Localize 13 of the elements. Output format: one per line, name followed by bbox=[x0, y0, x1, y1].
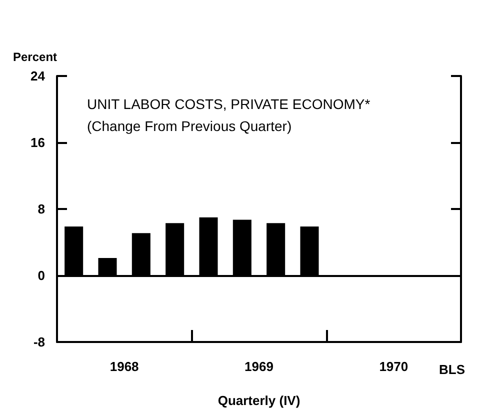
y-tick-label: 24 bbox=[30, 68, 46, 84]
y-tick-label: -8 bbox=[33, 334, 45, 350]
y-tick-label: 8 bbox=[38, 202, 45, 216]
text: (Change From Previous Quarter) bbox=[87, 118, 292, 134]
x-tick-label: 1969 bbox=[244, 359, 274, 374]
y-axis-title: Percent bbox=[13, 50, 58, 64]
text: UNIT LABOR COSTS, PRIVATE ECONOMY* bbox=[87, 96, 371, 112]
y-tick-label: 0 bbox=[38, 268, 45, 283]
x-tick-label: 1968 bbox=[110, 359, 139, 374]
x-tick-label: 1970 bbox=[379, 359, 408, 374]
text: BLS bbox=[439, 362, 466, 377]
y-tick-label: 16 bbox=[30, 135, 45, 150]
x-axis-title: Quarterly (IV) bbox=[218, 393, 300, 408]
